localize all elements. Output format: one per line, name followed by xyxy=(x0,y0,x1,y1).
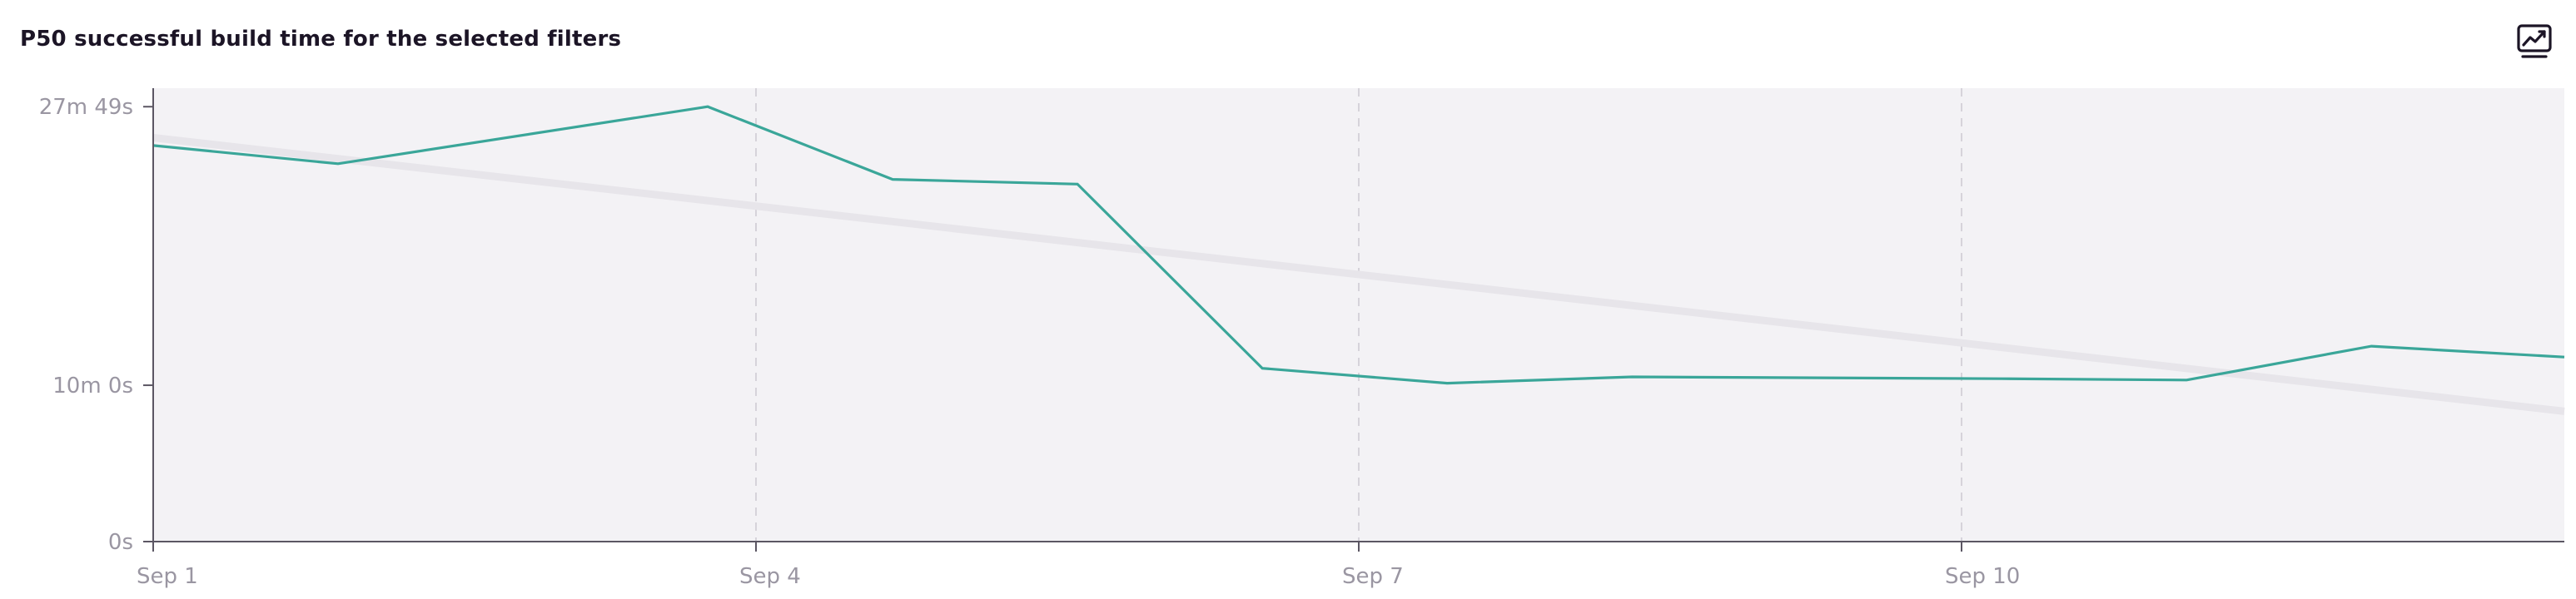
series-line xyxy=(152,105,2565,385)
axes xyxy=(143,88,2564,552)
y-tick-label: 27m 49s xyxy=(39,95,133,120)
grid-lines xyxy=(755,88,1962,542)
chart-line-icon[interactable] xyxy=(2514,22,2554,62)
data-point[interactable] xyxy=(2562,354,2567,359)
tick-labels: 0s 10m 0s 27m 49s Sep 1 Sep 4 Sep 7 Sep 10 xyxy=(39,95,2021,589)
data-point[interactable] xyxy=(1999,376,2004,381)
data-point[interactable] xyxy=(1075,181,1080,186)
trend-line xyxy=(152,134,2565,415)
x-tick-label: Sep 7 xyxy=(1342,564,1404,589)
data-point[interactable] xyxy=(336,161,341,166)
data-point[interactable] xyxy=(890,177,895,182)
data-point[interactable] xyxy=(2184,378,2189,383)
data-point[interactable] xyxy=(705,104,710,109)
data-point[interactable] xyxy=(1445,381,1450,386)
data-point[interactable] xyxy=(1629,374,1634,379)
data-point[interactable] xyxy=(2369,344,2374,349)
data-point[interactable] xyxy=(151,143,156,148)
y-tick-label: 10m 0s xyxy=(52,374,133,399)
chart-title: P50 successful build time for the select… xyxy=(20,27,622,52)
y-tick-label: 0s xyxy=(108,530,133,555)
x-tick-label: Sep 1 xyxy=(137,564,198,589)
x-tick-label: Sep 4 xyxy=(739,564,801,589)
data-point[interactable] xyxy=(1260,366,1265,371)
x-tick-label: Sep 10 xyxy=(1945,564,2020,589)
